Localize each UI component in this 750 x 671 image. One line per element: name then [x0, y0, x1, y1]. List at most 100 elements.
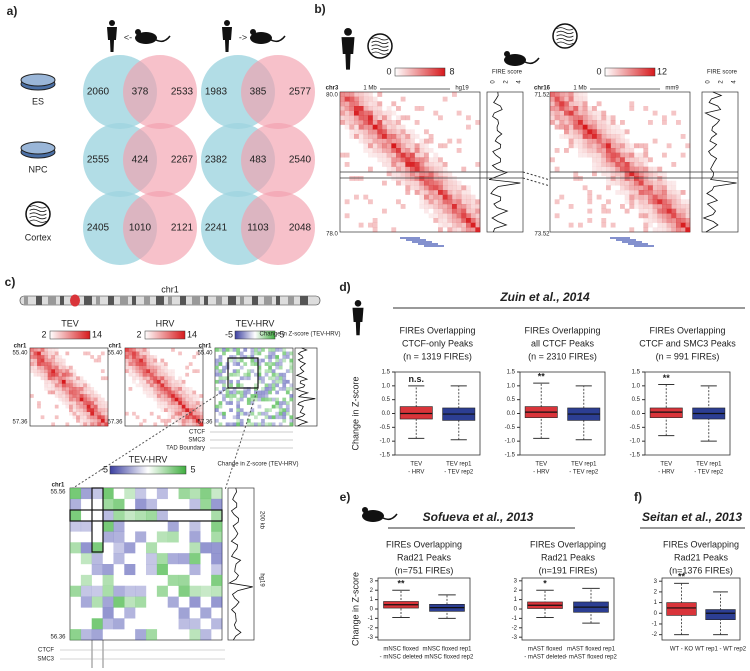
y-tick-label: 1.0 — [632, 383, 641, 389]
heatmap-cell — [368, 124, 373, 130]
heatmap-cell — [149, 365, 154, 370]
track-frame — [294, 347, 318, 427]
heatmap-cell — [257, 411, 262, 416]
heatmap-cell — [100, 422, 105, 427]
heatmap-cell — [634, 157, 639, 163]
y-tick-label: -1.0 — [630, 439, 641, 445]
heatmap-cell — [275, 355, 280, 359]
heatmap-cell — [606, 166, 611, 172]
heatmap-cell — [461, 222, 467, 228]
heatmap-cell — [113, 509, 125, 521]
brain-fold — [556, 27, 574, 31]
heatmap-cell — [246, 376, 251, 381]
heatmap-cell — [142, 348, 147, 352]
ideogram-band — [180, 296, 186, 305]
heatmap-cell — [236, 362, 241, 366]
heatmap-cell — [340, 92, 345, 97]
scale-max: 14 — [92, 329, 102, 339]
ideogram-band — [108, 296, 114, 305]
heatmap-cell — [386, 152, 392, 158]
heatmap-cell — [257, 422, 262, 427]
plot-title: Rad21 Peaks — [674, 552, 729, 562]
heatmap-cell — [657, 180, 663, 186]
heatmap-cell — [452, 204, 457, 209]
ideogram-band — [216, 296, 222, 305]
heatmap-cell — [229, 390, 233, 395]
heatmap-cell — [70, 498, 82, 510]
heatmap-cell — [461, 213, 467, 219]
chr: chr1 — [161, 284, 179, 294]
heatmap-cell — [680, 227, 686, 233]
heatmap-cell — [606, 129, 611, 135]
track-label: SMC3 — [188, 438, 205, 444]
heatmap-cell — [86, 415, 91, 420]
heatmap-cell — [246, 411, 251, 416]
heatmap-cell — [452, 208, 457, 214]
heatmap-cell — [587, 134, 593, 139]
heatmap-cell — [250, 394, 255, 398]
heatmap-cell — [615, 180, 621, 186]
venn-count: 2540 — [289, 155, 312, 166]
heatmap-cell — [192, 397, 197, 402]
heatmap-cell — [65, 387, 70, 391]
heatmap-cell — [466, 194, 471, 200]
heatmap-cell — [156, 404, 161, 409]
heatmap-cell — [189, 596, 201, 608]
heatmap-cell — [185, 365, 190, 370]
heatmap-cell — [643, 194, 649, 200]
coord: 55.56 — [50, 490, 66, 496]
heatmap-cell — [243, 376, 248, 381]
heatmap-cell — [554, 148, 560, 153]
heatmap-cell — [615, 129, 621, 135]
heatmap-cell — [662, 180, 667, 186]
heatmap-cell — [363, 129, 369, 135]
heatmap-cell — [128, 348, 133, 352]
heatmap-cell — [44, 348, 48, 352]
highlight — [69, 509, 223, 522]
heatmap-cell — [466, 190, 471, 195]
heatmap-cell — [146, 369, 151, 374]
heatmap-cell — [396, 176, 401, 181]
heatmap-cell — [236, 411, 241, 416]
heatmap-cell — [400, 152, 406, 158]
heatmap-cell — [254, 348, 258, 352]
heatmap-cell — [671, 204, 677, 209]
heatmap-cell — [271, 369, 276, 374]
heatmap-cell — [236, 390, 241, 395]
heatmap-cell — [428, 176, 434, 181]
heatmap-cell — [624, 166, 630, 172]
heatmap-cell — [167, 401, 172, 405]
heatmap-cell — [268, 383, 272, 388]
heatmap-cell — [419, 171, 425, 177]
heatmap-cell — [461, 204, 467, 209]
heatmap-cell — [254, 397, 258, 402]
heatmap-cell — [676, 208, 681, 214]
heatmap-cell — [250, 358, 255, 363]
heatmap-cell — [475, 227, 481, 233]
y-tick-label: 1.0 — [507, 383, 516, 389]
heatmap-cell — [149, 376, 154, 381]
heatmap-cell — [232, 369, 237, 374]
heatmap-cell — [620, 180, 625, 186]
heatmap-cell — [153, 365, 158, 370]
heatmap-cell — [671, 208, 677, 214]
heatmap-cell — [178, 418, 182, 423]
y-tick-label: 0.0 — [382, 411, 391, 417]
heatmap-cell — [414, 176, 420, 181]
heatmap-cell — [573, 101, 579, 107]
heatmap-cell — [142, 418, 147, 423]
heatmap-cell — [149, 387, 154, 391]
heatmap-cell — [620, 134, 625, 139]
fire-tick: 4 — [732, 80, 738, 84]
track-label: CTCF — [189, 430, 205, 436]
heatmap-cell — [239, 394, 244, 398]
heatmap-cell — [652, 180, 658, 186]
heatmap-cell — [447, 208, 453, 214]
ideogram-band — [60, 296, 64, 305]
heatmap-cell — [278, 348, 283, 352]
heatmap-cell — [680, 218, 686, 223]
venn-circle — [241, 55, 315, 129]
heatmap-cell — [156, 379, 161, 384]
heatmap-cell — [582, 120, 588, 125]
brain-fold — [371, 51, 389, 55]
